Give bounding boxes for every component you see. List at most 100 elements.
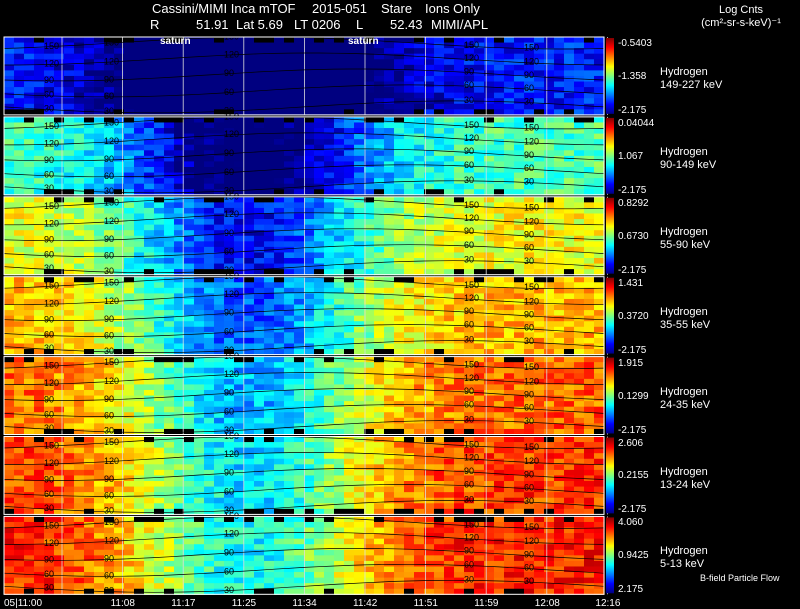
heatmap-cell [74,103,85,110]
heatmap-cell [214,155,225,163]
heatmap-cell [324,75,335,83]
heatmap-cell [414,423,425,430]
heatmap-cell [74,235,85,242]
heatmap-cell [4,508,15,515]
heatmap-cell [284,503,295,510]
heatmap-cell [204,395,215,402]
heatmap-cell [44,70,55,77]
heatmap-cell [44,293,55,300]
heatmap-cell [324,258,335,265]
heatmap-cell [254,367,265,374]
heatmap-cell [374,315,385,322]
heatmap-cell [34,139,45,146]
heatmap-cell [174,497,185,504]
heatmap-cell [194,401,205,408]
heatmap-cell [64,139,75,146]
heatmap-cell [194,246,205,254]
contour-label: 90 [524,150,534,160]
heatmap-cell [344,37,355,44]
heatmap-cell [204,315,215,322]
heatmap-cell [304,48,315,55]
heatmap-cell [404,464,415,471]
heatmap-cell [124,321,135,328]
heatmap-cell [574,343,585,350]
heatmap-cell [424,161,435,168]
heatmap-cell [324,189,335,196]
heatmap-cell [484,343,495,350]
heatmap-cell [324,144,335,151]
heatmap-cell [454,423,465,430]
contour-label: 30 [104,106,114,116]
heatmap-cell [14,213,25,220]
heatmap-cell [454,384,465,391]
heatmap-cell [124,486,135,493]
heatmap-cell [474,133,485,140]
heatmap-cell [174,337,185,345]
heatmap-cell [54,109,65,116]
contour-label: 120 [224,369,239,379]
heatmap-cell [274,75,285,83]
heatmap-cell [14,428,25,436]
heatmap-cell [94,122,105,129]
heatmap-cell [4,42,15,49]
heatmap-cell [174,219,185,226]
contour-label: 60 [464,80,474,90]
heatmap-cell [514,183,525,190]
heatmap-cell [44,417,55,424]
heatmap-cell [334,389,345,397]
heatmap-cell [454,412,465,419]
heatmap-cell [84,116,95,124]
heatmap-cell [74,189,85,196]
heatmap-cell [164,75,175,83]
heatmap-cell [264,304,275,311]
heatmap-cell [24,401,35,408]
heatmap-cell [204,406,215,413]
heatmap-cell [204,37,215,44]
heatmap-cell [94,436,105,443]
heatmap-cell [134,230,145,237]
heatmap-cell [264,42,275,49]
heatmap-cell [44,310,55,317]
heatmap-cell [234,98,245,105]
heatmap-cell [64,183,75,190]
heatmap-cell [104,128,115,135]
heatmap-cell [484,252,495,259]
heatmap-cell [404,287,415,294]
heatmap-cell [294,481,305,488]
heatmap-cell [354,287,365,294]
heatmap-cell [524,315,535,322]
heatmap-cell [164,349,175,356]
heatmap-cell [194,219,205,226]
heatmap-cell [214,310,225,317]
heatmap-cell [74,150,85,157]
heatmap-cell [114,395,125,402]
heatmap-cell [44,155,55,163]
heatmap-cell [64,475,75,482]
heatmap-cell [594,128,605,135]
heatmap-cell [554,202,565,209]
heatmap-cell [354,128,365,135]
heatmap-cell [224,378,235,386]
heatmap-cell [204,378,215,386]
heatmap-cell [254,116,265,124]
heatmap-cell [504,326,515,333]
heatmap-cell [54,70,65,77]
heatmap-cell [284,98,295,105]
heatmap-cell [584,326,595,333]
heatmap-cell [154,128,165,135]
heatmap-cell [224,128,235,135]
heatmap-cell [204,116,215,124]
heatmap-cell [354,178,365,185]
contour-label: 120 [464,53,479,63]
heatmap-cell [344,389,355,397]
heatmap-cell [414,219,425,226]
heatmap-cell [264,70,275,77]
heatmap-cell [344,98,355,105]
heatmap-cell [144,373,155,380]
heatmap-cell [134,326,145,333]
heatmap-cell [104,144,115,151]
heatmap-cell [124,492,135,499]
heatmap-cell [24,436,35,443]
heatmap-cell [334,453,345,460]
heatmap-cell [64,356,75,363]
